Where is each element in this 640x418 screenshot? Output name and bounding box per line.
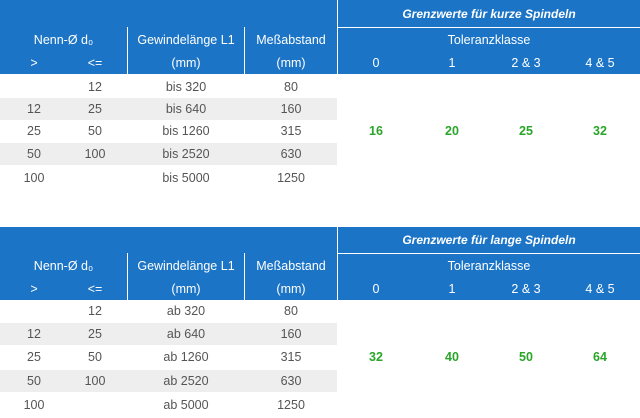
- header-title-bar: [338, 227, 640, 253]
- cell-gt: 12: [27, 102, 41, 116]
- cell-le: 12: [88, 304, 102, 318]
- sub-header-mm: (mm): [171, 56, 201, 70]
- limit-value: 16: [369, 124, 383, 138]
- cell-gt: 12: [27, 327, 41, 341]
- cell-abstand: 630: [280, 374, 302, 388]
- table-title: Grenzwerte für kurze Spindeln: [402, 6, 576, 21]
- cell-abstand: 630: [280, 147, 302, 161]
- cell-gt: 50: [27, 147, 41, 161]
- header-title-bar: [338, 0, 640, 27]
- cell-le: 25: [88, 102, 102, 116]
- table-title: Grenzwerte für lange Spindeln: [402, 233, 576, 247]
- header-separator: [244, 27, 245, 74]
- limit-value: 20: [445, 124, 459, 138]
- sub-header-le: <=: [87, 56, 103, 70]
- table-row: 25 50 ab 1260 315: [0, 346, 337, 368]
- cell-gt: 25: [27, 124, 41, 138]
- table-row: 12 ab 320 80: [0, 300, 337, 322]
- cell-le: 100: [84, 147, 106, 161]
- cell-abstand: 1250: [277, 171, 305, 185]
- cell-abstand: 160: [280, 327, 302, 341]
- col-header-gewinde: Gewindelänge L1: [137, 259, 235, 273]
- limit-value: 50: [519, 350, 533, 364]
- sub-header-mm: (mm): [276, 282, 306, 296]
- table-row: 50 100 bis 2520 630: [0, 143, 337, 165]
- header-separator: [127, 27, 128, 74]
- cell-gt: 25: [27, 350, 41, 364]
- cell-laenge: bis 5000: [162, 171, 210, 185]
- class-header: 2 & 3: [511, 56, 541, 70]
- cell-laenge: ab 5000: [163, 398, 209, 412]
- class-header: 4 & 5: [585, 282, 615, 296]
- table-row: 100 bis 5000 1250: [0, 167, 337, 189]
- class-header: 4 & 5: [585, 56, 615, 70]
- class-header: 2 & 3: [511, 282, 541, 296]
- cell-abstand: 80: [284, 304, 298, 318]
- cell-abstand: 1250: [277, 398, 305, 412]
- cell-gt: 100: [23, 171, 45, 185]
- cell-gt: [0, 300, 68, 322]
- sub-header-gt: >: [30, 56, 38, 70]
- cell-laenge: ab 2520: [163, 374, 209, 388]
- table-short-spindles: Grenzwerte für kurze Spindeln Nenn-Ø d₀ …: [0, 0, 640, 190]
- table-long-spindles: Grenzwerte für lange Spindeln Nenn-Ø d₀ …: [0, 227, 640, 418]
- header-left: [0, 0, 337, 74]
- cell-le: 12: [88, 80, 102, 94]
- class-header: 0: [372, 56, 380, 70]
- cell-laenge: ab 1260: [163, 350, 209, 364]
- cell-le: [60, 394, 130, 416]
- limit-value: 64: [593, 350, 607, 364]
- limit-value: 32: [369, 350, 383, 364]
- cell-laenge: bis 2520: [162, 147, 210, 161]
- sub-header-gt: >: [30, 282, 38, 296]
- col-header-nenn: Nenn-Ø d₀: [33, 259, 94, 273]
- header-separator: [127, 253, 128, 300]
- cell-laenge: bis 640: [165, 102, 207, 116]
- cell-le: 25: [88, 327, 102, 341]
- limit-value: 25: [519, 124, 533, 138]
- class-header: 1: [448, 56, 456, 70]
- table-row: 12 25 bis 640 160: [0, 98, 337, 120]
- table-row: 50 100 ab 2520 630: [0, 370, 337, 392]
- cell-laenge: ab 640: [166, 327, 206, 341]
- limit-value: 32: [593, 124, 607, 138]
- col-header-toleranz: Toleranzklasse: [447, 33, 531, 47]
- cell-abstand: 160: [280, 102, 302, 116]
- header-left: [0, 227, 337, 300]
- col-header-mess: Meßabstand: [256, 33, 326, 47]
- col-header-mess: Meßabstand: [256, 259, 326, 273]
- table-row: 12 25 ab 640 160: [0, 323, 337, 345]
- cell-le: 50: [88, 124, 102, 138]
- cell-le: 100: [84, 374, 106, 388]
- table-row: 25 50 bis 1260 315: [0, 120, 337, 142]
- limit-value: 40: [445, 350, 459, 364]
- sub-header-le: <=: [87, 282, 103, 296]
- cell-laenge: bis 1260: [162, 124, 210, 138]
- header-right: [338, 28, 640, 74]
- header-right: [338, 254, 640, 300]
- cell-abstand: 315: [280, 124, 302, 138]
- col-header-gewinde: Gewindelänge L1: [137, 33, 235, 47]
- cell-gt: [0, 76, 68, 98]
- cell-le: 50: [88, 350, 102, 364]
- cell-abstand: 315: [280, 350, 302, 364]
- cell-laenge: bis 320: [165, 80, 207, 94]
- cell-gt: 50: [27, 374, 41, 388]
- cell-laenge: ab 320: [166, 304, 206, 318]
- sub-header-mm: (mm): [276, 56, 306, 70]
- cell-abstand: 80: [284, 80, 298, 94]
- sub-header-mm: (mm): [171, 282, 201, 296]
- table-row: 12 bis 320 80: [0, 76, 337, 98]
- cell-le: [60, 167, 130, 189]
- col-header-toleranz: Toleranzklasse: [447, 259, 531, 273]
- class-header: 0: [372, 282, 380, 296]
- table-row: 100 ab 5000 1250: [0, 394, 337, 416]
- class-header: 1: [448, 282, 456, 296]
- header-separator: [244, 253, 245, 300]
- cell-gt: 100: [23, 398, 45, 412]
- col-header-nenn: Nenn-Ø d₀: [33, 33, 94, 47]
